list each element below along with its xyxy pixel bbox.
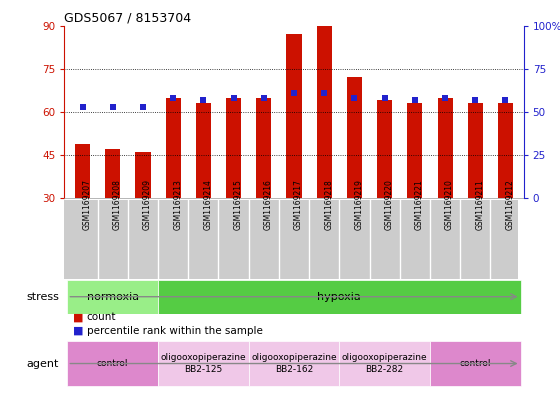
- Text: GSM1169213: GSM1169213: [173, 179, 182, 230]
- Bar: [468, 103, 483, 198]
- Point: [441, 95, 450, 101]
- Point: [108, 104, 117, 110]
- Text: GDS5067 / 8153704: GDS5067 / 8153704: [64, 11, 192, 24]
- Bar: [166, 97, 181, 198]
- Text: GSM1169215: GSM1169215: [234, 179, 242, 230]
- Text: GSM1169221: GSM1169221: [415, 179, 424, 230]
- Point: [138, 104, 147, 110]
- Text: stress: stress: [26, 292, 59, 302]
- Bar: [437, 97, 452, 198]
- Bar: [75, 144, 90, 198]
- Text: GSM1169220: GSM1169220: [385, 179, 394, 230]
- Point: [259, 95, 268, 101]
- Text: count: count: [87, 312, 116, 322]
- Text: GSM1169218: GSM1169218: [324, 179, 333, 230]
- Point: [501, 97, 510, 103]
- Point: [78, 104, 87, 110]
- Bar: [67, 280, 158, 314]
- Bar: [377, 101, 392, 198]
- Text: ■: ■: [73, 312, 83, 322]
- Text: hypoxia: hypoxia: [318, 292, 361, 302]
- Point: [350, 95, 359, 101]
- Text: GSM1169208: GSM1169208: [113, 179, 122, 230]
- Bar: [407, 103, 422, 198]
- Bar: [347, 77, 362, 198]
- Text: normoxia: normoxia: [87, 292, 139, 302]
- Bar: [158, 341, 249, 386]
- Text: percentile rank within the sample: percentile rank within the sample: [87, 326, 263, 336]
- Bar: [249, 341, 339, 386]
- Text: control: control: [460, 359, 491, 368]
- Text: GSM1169216: GSM1169216: [264, 179, 273, 230]
- Text: agent: agent: [26, 358, 59, 369]
- Text: GSM1169210: GSM1169210: [445, 179, 454, 230]
- Text: GSM1169212: GSM1169212: [506, 179, 515, 230]
- Text: GSM1169217: GSM1169217: [294, 179, 303, 230]
- Text: GSM1169219: GSM1169219: [354, 179, 363, 230]
- Bar: [339, 341, 430, 386]
- Text: oligooxopiperazine
BB2-162: oligooxopiperazine BB2-162: [251, 353, 337, 374]
- Point: [380, 95, 389, 101]
- Point: [320, 90, 329, 96]
- Bar: [316, 26, 332, 198]
- Bar: [158, 280, 521, 314]
- Bar: [226, 97, 241, 198]
- Text: GSM1169211: GSM1169211: [475, 179, 484, 230]
- Bar: [105, 149, 120, 198]
- Text: ■: ■: [73, 326, 83, 336]
- Point: [229, 95, 238, 101]
- Point: [199, 97, 208, 103]
- Point: [169, 95, 178, 101]
- Text: control: control: [97, 359, 128, 368]
- Text: GSM1169209: GSM1169209: [143, 179, 152, 230]
- Bar: [498, 103, 513, 198]
- Text: GSM1169214: GSM1169214: [203, 179, 212, 230]
- Bar: [287, 34, 301, 198]
- Text: oligooxopiperazine
BB2-125: oligooxopiperazine BB2-125: [161, 353, 246, 374]
- Bar: [256, 97, 272, 198]
- Text: GSM1169207: GSM1169207: [82, 179, 91, 230]
- Text: oligooxopiperazine
BB2-282: oligooxopiperazine BB2-282: [342, 353, 427, 374]
- Bar: [196, 103, 211, 198]
- Bar: [430, 341, 521, 386]
- Bar: [67, 341, 158, 386]
- Point: [471, 97, 480, 103]
- Point: [290, 90, 298, 96]
- Point: [410, 97, 419, 103]
- Bar: [136, 152, 151, 198]
